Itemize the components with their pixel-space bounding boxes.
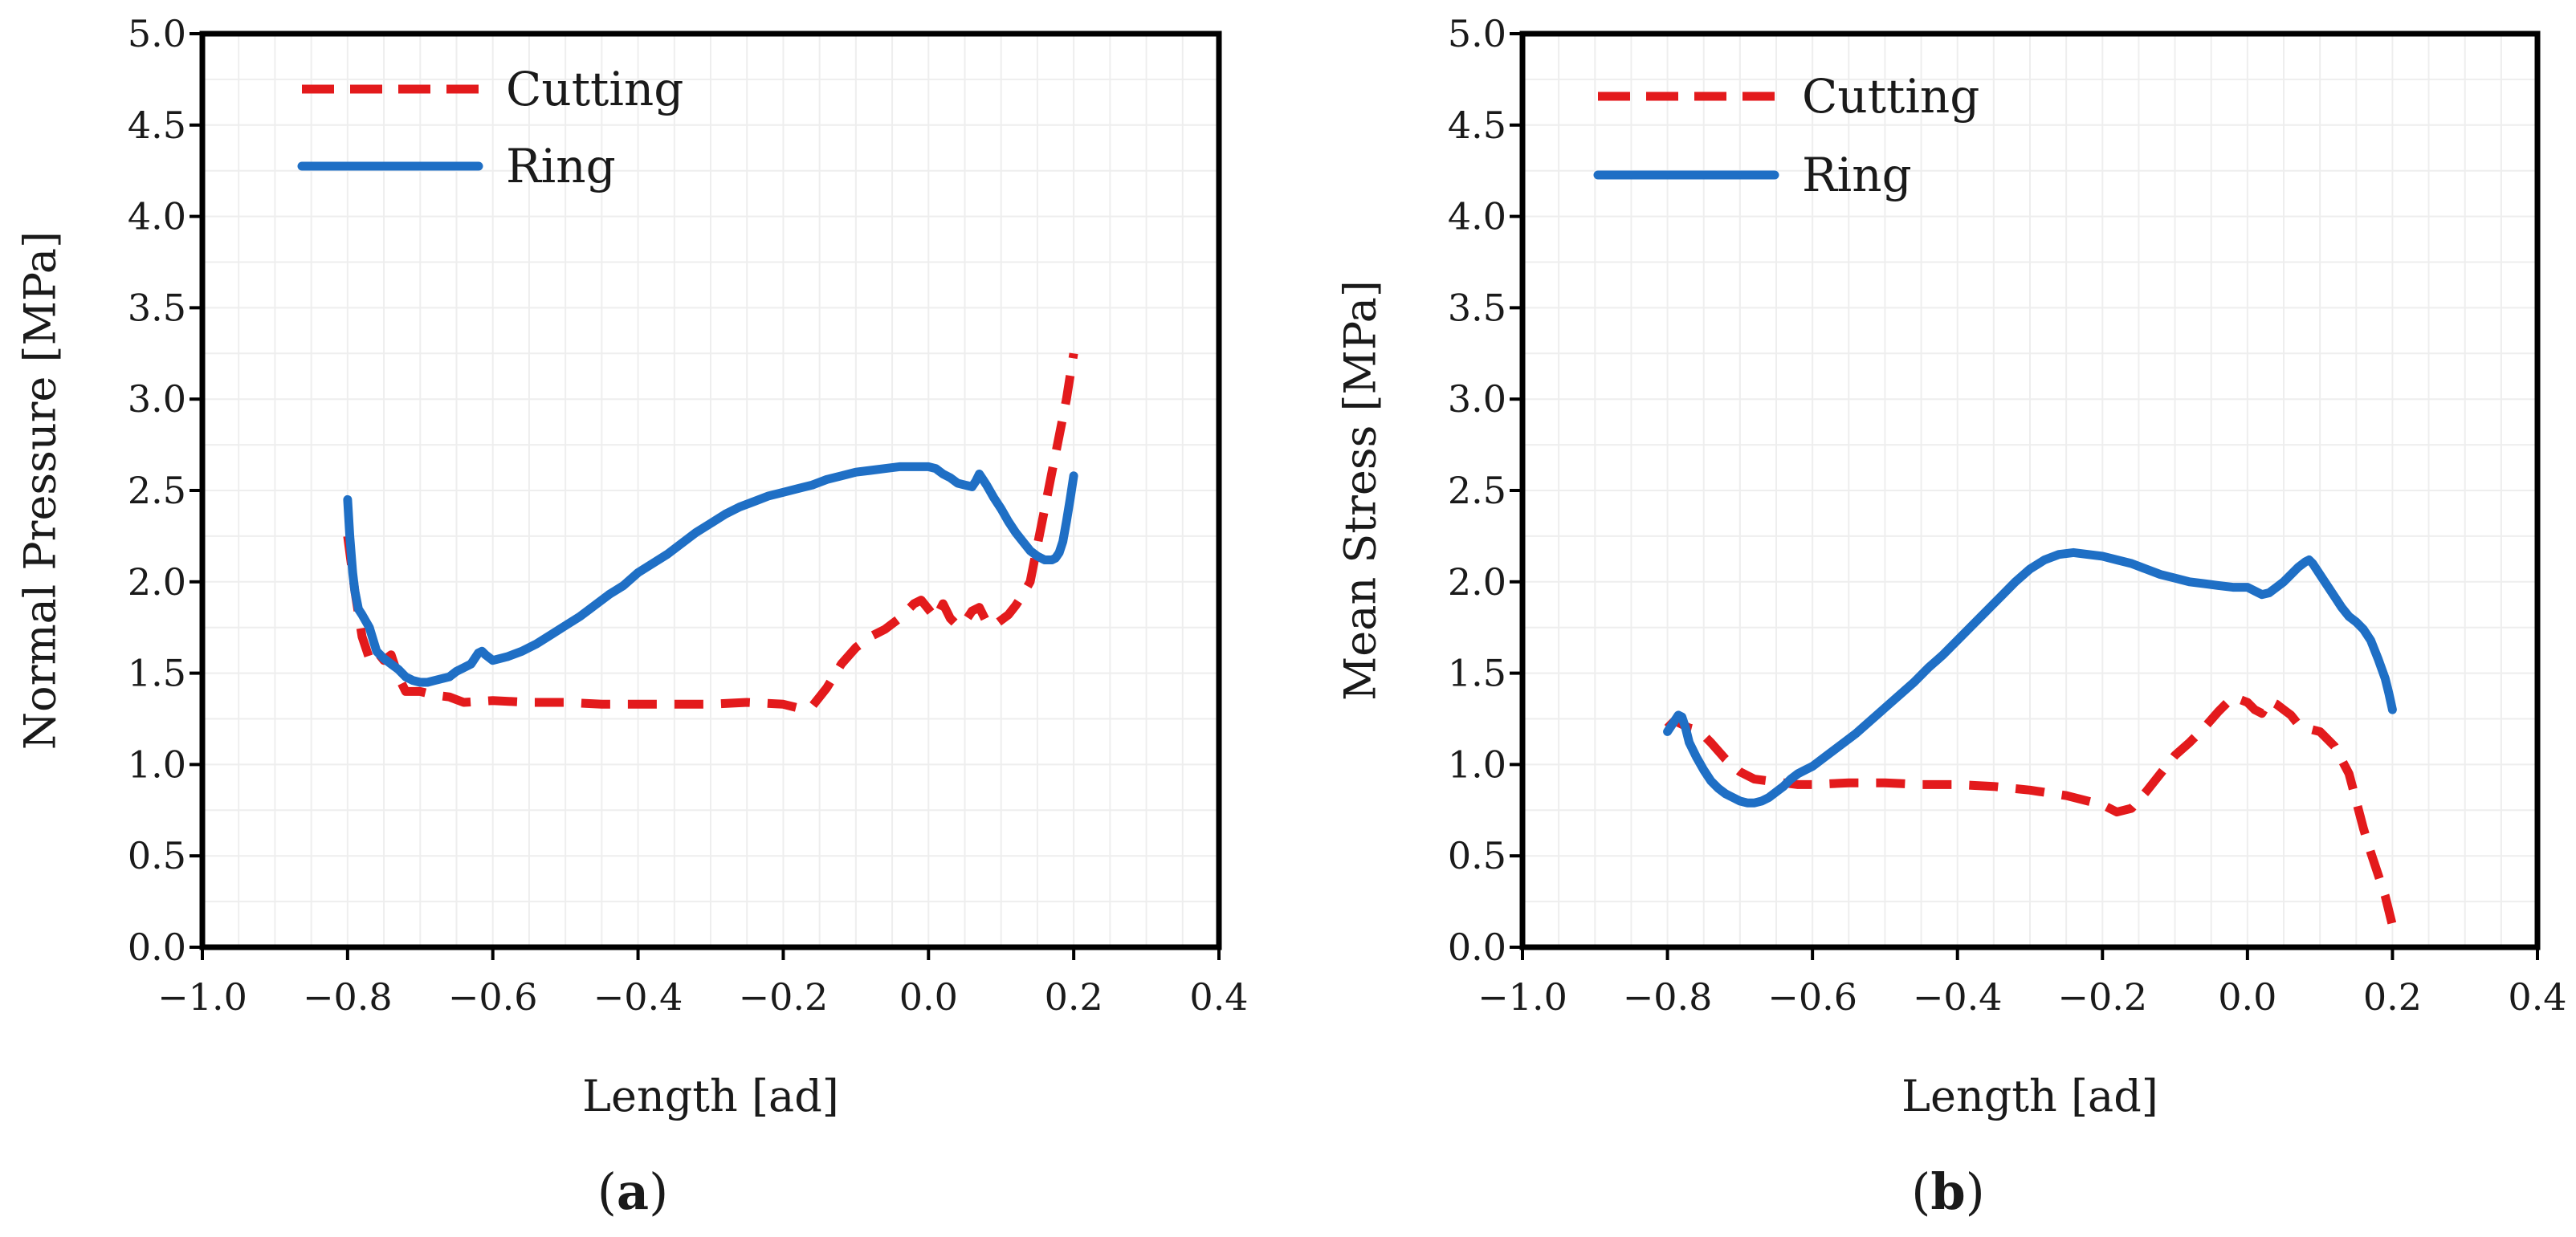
- x-tick-label: −0.4: [593, 975, 683, 1019]
- x-tick-label: −1.0: [157, 975, 247, 1019]
- x-axis-title-a: Length [ad]: [582, 1071, 839, 1121]
- y-tick-label: 4.5: [1448, 104, 1506, 147]
- series-layer-a: [343, 352, 1078, 713]
- y-tick-label: 3.5: [128, 286, 186, 329]
- panel-caption-b: (b): [1911, 1162, 1985, 1221]
- legend-b: Cutting Ring: [1593, 69, 1979, 202]
- y-tick-label: 0.0: [1448, 926, 1506, 969]
- y-tick-label: 1.5: [128, 652, 186, 695]
- y-tick-label: 1.0: [128, 743, 186, 786]
- y-tick-label: 2.0: [128, 560, 186, 604]
- cutting-line-a: [343, 352, 1078, 713]
- cutting-line-b: [1664, 692, 2397, 927]
- x-tick-label: 0.2: [1045, 975, 1103, 1019]
- legend-label-cutting-b: Cutting: [1802, 69, 1979, 124]
- y-tick-labels-a: 0.0 0.5 1.0 1.5 2.0 2.5 3.0 3.5 4.0 4.5 5.0: [128, 12, 186, 969]
- y-tick-labels-b: 0.0 0.5 1.0 1.5 2.0 2.5 3.0 3.5 4.0 4.5 5.0: [1448, 12, 1506, 969]
- panel-caption-letter-a: a: [617, 1162, 649, 1221]
- y-tick-label: 5.0: [1448, 12, 1506, 55]
- y-tick-label: 3.0: [1448, 377, 1506, 421]
- x-tick-label: 0.0: [899, 975, 958, 1019]
- x-tick-label: −0.6: [1767, 975, 1857, 1019]
- x-tick-label: −0.2: [739, 975, 829, 1019]
- panel-caption-letter-b: b: [1930, 1162, 1965, 1221]
- x-tick-label: 0.4: [1189, 975, 1248, 1019]
- x-tick-labels-a: −1.0 −0.8 −0.6 −0.4 −0.2 0.0 0.2 0.4: [157, 975, 1248, 1019]
- panel-caption-a: (a): [597, 1162, 669, 1221]
- y-tick-label: 4.0: [1448, 195, 1506, 238]
- y-tick-label: 2.5: [128, 469, 186, 512]
- y-tick-label: 3.0: [128, 377, 186, 421]
- legend-label-ring-a: Ring: [506, 139, 616, 193]
- x-tick-label: 0.4: [2508, 975, 2566, 1019]
- y-tick-label: 4.0: [128, 195, 186, 238]
- y-tick-label: 1.5: [1448, 652, 1506, 695]
- y-tick-label: 2.5: [1448, 469, 1506, 512]
- x-tick-label: −0.8: [303, 975, 393, 1019]
- legend-a: Cutting Ring: [297, 62, 683, 193]
- y-tick-label: 3.5: [1448, 286, 1506, 329]
- y-tick-label: 1.0: [1448, 743, 1506, 786]
- legend-label-ring-b: Ring: [1802, 148, 1912, 202]
- x-tick-label: −0.4: [1913, 975, 2003, 1019]
- series-layer-b: [1663, 547, 2397, 927]
- chart-panel-b: −1.0 −0.8 −0.6 −0.4 −0.2 0.0 0.2 0.4 0.0 0.5 1.0 1…: [1335, 12, 2567, 1221]
- x-tick-label: −0.6: [448, 975, 538, 1019]
- x-tick-label: −1.0: [1478, 975, 1567, 1019]
- x-tick-labels-b: −1.0 −0.8 −0.6 −0.4 −0.2 0.0 0.2 0.4: [1478, 975, 2566, 1019]
- x-axis-title-b: Length [ad]: [1901, 1071, 2158, 1121]
- chart-panel-a: −1.0 −0.8 −0.6 −0.4 −0.2 0.0 0.2 0.4 0.0 0.5 1.0 1…: [15, 12, 1249, 1221]
- x-tick-label: 0.0: [2218, 975, 2276, 1019]
- y-axis-title-b: Mean Stress [MPa]: [1335, 280, 1386, 701]
- x-tick-label: −0.2: [2057, 975, 2147, 1019]
- y-tick-label: 0.5: [128, 834, 186, 877]
- ring-line-b: [1663, 547, 2397, 808]
- tick-marks-b: [1510, 32, 2539, 960]
- y-tick-label: 5.0: [128, 12, 186, 55]
- y-tick-label: 2.0: [1448, 560, 1506, 604]
- tick-marks-a: [190, 32, 1221, 960]
- y-tick-label: 4.5: [128, 104, 186, 147]
- x-tick-label: −0.8: [1623, 975, 1713, 1019]
- ring-line-a: [343, 462, 1078, 687]
- y-tick-label: 0.0: [128, 926, 186, 969]
- y-tick-label: 0.5: [1448, 834, 1506, 877]
- y-axis-title-a: Normal Pressure [MPa]: [15, 231, 66, 750]
- legend-label-cutting-a: Cutting: [506, 62, 683, 116]
- x-tick-label: 0.2: [2363, 975, 2422, 1019]
- gridlines-a: [202, 34, 1219, 947]
